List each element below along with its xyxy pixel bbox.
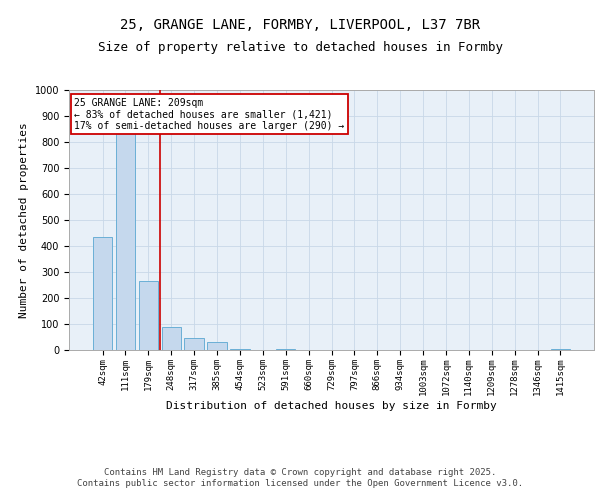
Y-axis label: Number of detached properties: Number of detached properties — [19, 122, 29, 318]
Text: Contains HM Land Registry data © Crown copyright and database right 2025.: Contains HM Land Registry data © Crown c… — [104, 468, 496, 477]
Bar — [551, 348, 570, 350]
X-axis label: Distribution of detached houses by size in Formby: Distribution of detached houses by size … — [166, 401, 497, 411]
Bar — [276, 348, 295, 350]
Text: 25 GRANGE LANE: 209sqm
← 83% of detached houses are smaller (1,421)
17% of semi-: 25 GRANGE LANE: 209sqm ← 83% of detached… — [74, 98, 344, 131]
Bar — [116, 133, 135, 350]
Bar — [93, 237, 112, 350]
Text: Size of property relative to detached houses in Formby: Size of property relative to detached ho… — [97, 41, 503, 54]
Bar — [208, 342, 227, 350]
Bar — [161, 326, 181, 350]
Bar — [184, 338, 204, 350]
Text: Contains public sector information licensed under the Open Government Licence v3: Contains public sector information licen… — [77, 480, 523, 488]
Bar — [230, 348, 250, 350]
Text: 25, GRANGE LANE, FORMBY, LIVERPOOL, L37 7BR: 25, GRANGE LANE, FORMBY, LIVERPOOL, L37 … — [120, 18, 480, 32]
Bar — [139, 281, 158, 350]
